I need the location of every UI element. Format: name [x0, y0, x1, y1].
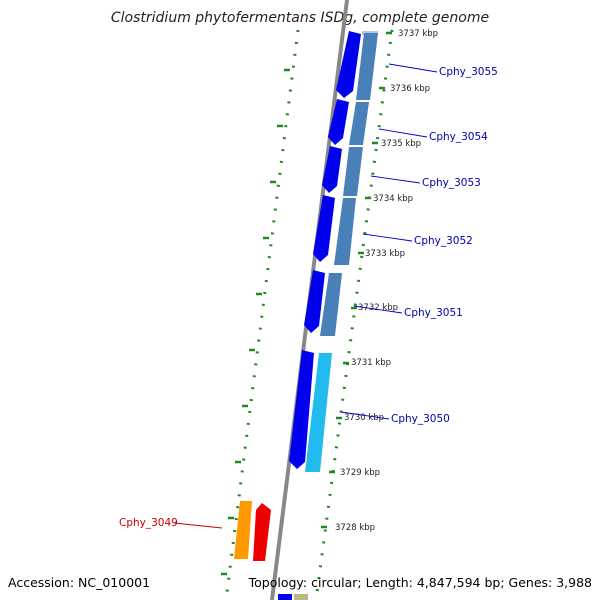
gene-block-cphy-3052-reverse[interactable] [334, 198, 356, 265]
gene-block-cphy-3049-red[interactable] [253, 503, 271, 561]
gene-label-cphy-3051[interactable]: Cphy_3051 [404, 307, 463, 319]
gene-block-cphy-3054-forward[interactable] [328, 99, 349, 145]
tick-label: 3731 kbp [351, 358, 391, 368]
accession-text: Accession: NC_010001 [8, 575, 151, 590]
gene-label-cphy-3052[interactable]: Cphy_3052 [414, 235, 473, 247]
gene-block-cphy-3051-reverse[interactable] [320, 273, 342, 336]
tick-label: 3735 kbp [381, 139, 421, 149]
gene-block-cphy-3053-forward[interactable] [322, 146, 342, 193]
kbp-tick-marks [321, 31, 392, 529]
gene-label-cphy-3050[interactable]: Cphy_3050 [391, 413, 450, 425]
tick-label: 3737 kbp [398, 29, 438, 39]
tick-label: 3733 kbp [365, 249, 405, 259]
kbp-tick-labels: 3737 kbp 3736 kbp 3735 kbp 3734 kbp 3733… [335, 29, 438, 533]
gene-block-cphy-3051-forward[interactable] [304, 270, 325, 333]
gene-label-cphy-3049[interactable]: Cphy_3049 [119, 517, 178, 529]
gene-block-bottom-blue [278, 594, 292, 600]
highlighted-genes [234, 501, 271, 561]
gene-block-bottom-olive [294, 594, 308, 600]
gene-label-cphy-3055[interactable]: Cphy_3055 [439, 66, 498, 78]
gene-block-cphy-3052-forward[interactable] [313, 195, 335, 262]
tick-label: 3736 kbp [390, 84, 430, 94]
gene-block-cphy-3049-orange[interactable] [234, 501, 252, 559]
genome-summary-text: Topology: circular; Length: 4,847,594 bp… [248, 575, 592, 590]
gene-block-cphy-3050-reverse[interactable] [305, 353, 332, 472]
gene-block-cphy-3055-reverse[interactable] [356, 33, 378, 100]
tick-label: 3729 kbp [340, 468, 380, 478]
gene-leader-lines [340, 63, 438, 420]
gene-label-cphy-3053[interactable]: Cphy_3053 [422, 177, 481, 189]
map-title: Clostridium phytofermentans ISDg, comple… [110, 10, 490, 26]
reverse-strand-genes [305, 31, 378, 472]
gene-labels: Cphy_3055 Cphy_3054 Cphy_3053 Cphy_3052 … [391, 66, 498, 425]
gene-block-cphy-3054-reverse[interactable] [349, 102, 369, 145]
gene-label-cphy-3054[interactable]: Cphy_3054 [429, 131, 488, 143]
highlight-leader-line [173, 522, 223, 529]
tick-label: 3728 kbp [335, 523, 375, 533]
tick-label: 3730 kbp [344, 413, 384, 423]
left-scale-marks [221, 68, 290, 576]
gene-block-cphy-3055-forward[interactable] [336, 31, 361, 98]
gene-block-cphy-3053-reverse[interactable] [343, 147, 363, 196]
gene-block-cphy-3050-forward[interactable] [289, 350, 314, 469]
tick-label: 3732 kbp [358, 303, 398, 313]
tick-label: 3734 kbp [373, 194, 413, 204]
forward-strand-genes [289, 31, 361, 469]
